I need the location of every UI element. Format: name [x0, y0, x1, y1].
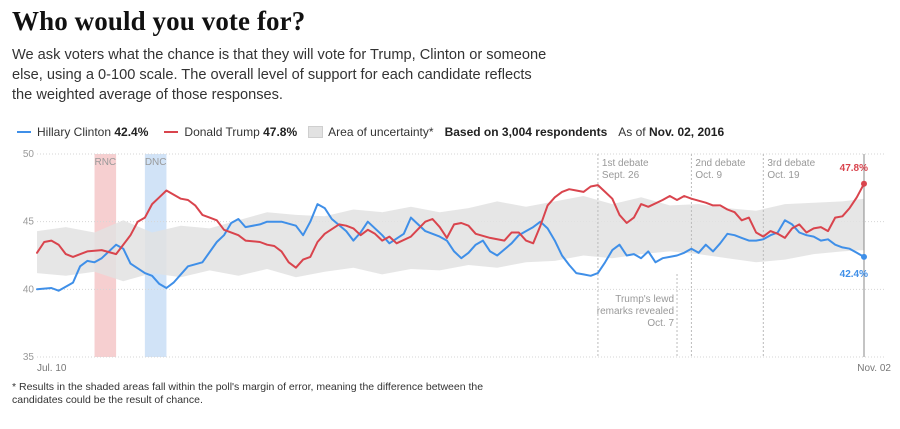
- event-label: Sept. 26: [602, 170, 640, 181]
- chart-subtitle: We ask voters what the chance is that th…: [12, 47, 547, 103]
- x-tick-label: Nov. 02: [857, 363, 891, 374]
- trump-legend-value: 47.8%: [263, 125, 298, 139]
- trump-legend-label: Donald Trump: [184, 125, 260, 139]
- clinton-legend-swatch: [17, 131, 31, 133]
- event-label: Trump's lewd: [615, 294, 674, 305]
- event-label: 3rd debate: [767, 158, 815, 169]
- footnote: * Results in the shaded areas fall withi…: [12, 381, 484, 406]
- event-label: Oct. 7: [647, 318, 674, 329]
- convention-label-rnc: RNC: [94, 157, 116, 168]
- uncertainty-band: [37, 196, 864, 282]
- trump-end-label: 47.8%: [840, 163, 868, 174]
- trump-end-dot: [861, 180, 867, 187]
- as-of-date: Nov. 02, 2016: [649, 125, 725, 139]
- event-label: remarks revealed: [597, 306, 674, 317]
- legend: Hillary Clinton 42.4% Donald Trump 47.8%…: [12, 124, 724, 140]
- event-label: 2nd debate: [695, 158, 745, 169]
- respondents-count: Based on 3,004 respondents: [444, 125, 608, 139]
- as-of-label: As of: [618, 125, 646, 139]
- clinton-legend-value: 42.4%: [114, 125, 149, 139]
- event-label: Oct. 19: [767, 170, 800, 181]
- trump-legend-swatch: [164, 131, 179, 133]
- y-tick-label: 45: [23, 217, 35, 228]
- event-label: 1st debate: [602, 158, 649, 169]
- x-tick-label: Jul. 10: [37, 363, 67, 374]
- y-tick-label: 35: [23, 352, 35, 363]
- convention-label-dnc: DNC: [145, 157, 167, 168]
- y-tick-label: 50: [23, 149, 35, 160]
- clinton-line: [36, 203, 865, 292]
- trump-line: [36, 182, 865, 269]
- chart-title: Who would you vote for?: [12, 6, 306, 36]
- clinton-end-dot: [861, 253, 867, 260]
- uncertainty-legend-label: Area of uncertainty*: [328, 125, 434, 139]
- uncertainty-legend-swatch: [308, 126, 324, 138]
- event-label: Oct. 9: [695, 170, 722, 181]
- y-tick-label: 40: [23, 284, 35, 295]
- clinton-legend-label: Hillary Clinton: [37, 125, 112, 139]
- clinton-end-label: 42.4%: [840, 269, 868, 280]
